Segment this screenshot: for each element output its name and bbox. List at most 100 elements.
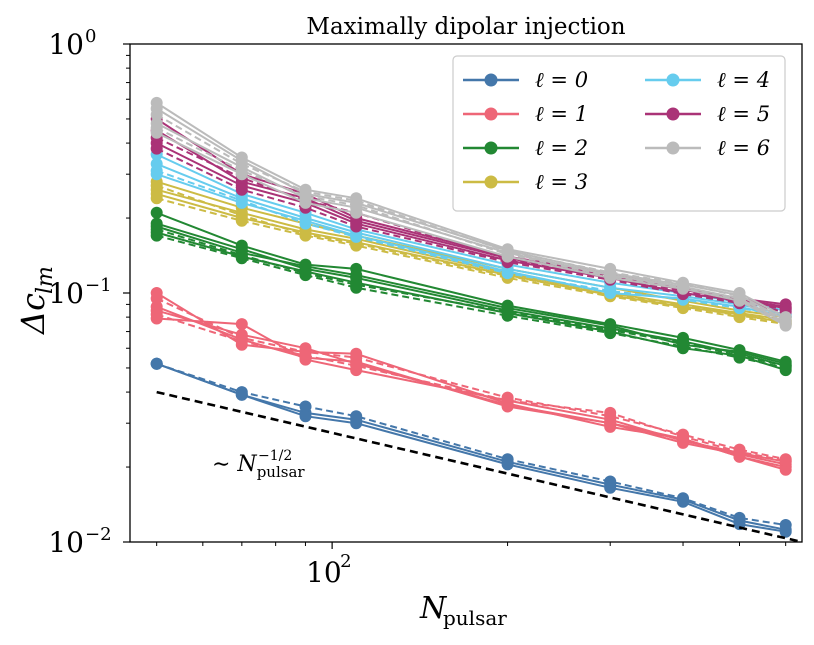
legend-item-l4: ℓ = 4 xyxy=(645,68,770,92)
series-l0-point xyxy=(677,492,689,505)
legend-label: ℓ = 0 xyxy=(535,68,588,92)
series-l5-point xyxy=(150,142,163,155)
series-l2-point xyxy=(779,359,792,372)
series-l6-point xyxy=(299,190,312,203)
series-l1 xyxy=(150,287,792,476)
series-l0-point xyxy=(604,475,617,488)
series-l1-point xyxy=(350,351,363,364)
legend-label: ℓ = 1 xyxy=(535,102,588,126)
y-axis-label: Δc lm xyxy=(14,266,58,336)
x-axis-label: N pulsar xyxy=(419,591,507,630)
series-layer xyxy=(150,96,792,538)
series-l1-point xyxy=(779,454,792,467)
series-l1-point xyxy=(150,292,163,305)
chart-title: Maximally dipolar injection xyxy=(306,14,625,40)
legend-swatch-marker xyxy=(666,73,680,87)
x-tick-exponent: 2 xyxy=(340,551,351,572)
series-l4-point xyxy=(235,194,248,207)
reference-line-layer xyxy=(156,390,803,544)
legend-frame xyxy=(452,55,786,212)
legend-item-l1: ℓ = 1 xyxy=(463,102,588,126)
series-l0-point xyxy=(150,357,163,370)
series-l3-point xyxy=(150,179,163,192)
series-l6-point xyxy=(779,318,792,331)
series-l1-point xyxy=(235,335,248,348)
series-l6-point xyxy=(501,248,514,261)
series-l1-point xyxy=(604,406,617,419)
series-l0-point xyxy=(501,453,514,466)
series-l0-point xyxy=(779,519,792,531)
legend: ℓ = 0 ℓ = 1 ℓ = 2 ℓ = 3 ℓ = 4 ℓ = 5 ℓ = 6 xyxy=(452,55,786,212)
series-l5-line-4 xyxy=(156,147,786,313)
series-l3-point xyxy=(299,228,312,241)
series-l1-point xyxy=(677,430,689,443)
legend-label: ℓ = 4 xyxy=(717,68,770,92)
series-l0-point xyxy=(350,410,363,423)
series-l6-point xyxy=(677,281,689,294)
svg-text:Δc: Δc xyxy=(14,293,52,336)
series-l1-line-5 xyxy=(156,313,786,462)
ref-label-sub: pulsar xyxy=(257,463,306,481)
series-l2-point xyxy=(350,269,363,282)
series-l1-point xyxy=(299,349,312,362)
legend-label: ℓ = 5 xyxy=(717,102,770,126)
series-l2-line-4 xyxy=(156,234,786,369)
legend-item-l0: ℓ = 0 xyxy=(463,68,588,92)
ref-label-prefix: ∼ N xyxy=(212,452,257,477)
legend-item-l5: ℓ = 5 xyxy=(645,102,770,126)
series-l2-point xyxy=(150,206,163,219)
series-l0-point xyxy=(299,400,312,413)
series-l2-point xyxy=(677,337,689,349)
legend-swatch-marker xyxy=(484,141,498,155)
legend-swatch-marker xyxy=(666,141,680,155)
series-l0 xyxy=(150,357,792,538)
series-l2-point xyxy=(501,305,514,318)
series-l2-point xyxy=(604,324,617,336)
series-l2 xyxy=(150,206,792,377)
svg-text:lm: lm xyxy=(33,266,58,294)
series-l2-point xyxy=(350,278,363,291)
series-l4-point xyxy=(350,230,363,243)
reference-line-label: ∼ Npulsar −1/2 xyxy=(212,448,305,481)
series-l6-point xyxy=(604,270,617,282)
y-tick-label: 10 xyxy=(48,28,84,61)
legend-item-l6: ℓ = 6 xyxy=(645,136,770,160)
series-l6-point xyxy=(350,199,363,212)
legend-swatch-marker xyxy=(666,107,680,121)
series-l3-point xyxy=(235,209,248,222)
legend-label: ℓ = 6 xyxy=(717,136,770,160)
series-l2-point xyxy=(733,349,746,362)
legend-label: ℓ = 3 xyxy=(535,170,588,194)
series-l0-point xyxy=(733,511,746,524)
x-axis-label-sub: pulsar xyxy=(443,606,507,630)
legend-label: ℓ = 2 xyxy=(535,136,588,160)
y-tick-label: 10 xyxy=(48,277,84,310)
series-l6-point xyxy=(150,122,163,134)
x-tick-label: 10 xyxy=(306,556,342,589)
series-l6-point xyxy=(733,293,746,306)
series-l2-line-5 xyxy=(156,228,786,367)
y-tick-exponent: −1 xyxy=(85,275,112,296)
series-l3-point xyxy=(150,192,163,205)
series-l4-point xyxy=(299,217,312,230)
legend-swatch-marker xyxy=(484,73,498,87)
series-l2-point xyxy=(235,249,248,262)
series-l2-point xyxy=(299,267,312,280)
y-tick-exponent: 0 xyxy=(85,26,96,47)
y-tick-label: 10 xyxy=(48,526,84,559)
series-l1-point xyxy=(779,463,792,476)
y-tick-exponent: −2 xyxy=(85,524,112,545)
reference-line xyxy=(156,390,803,544)
series-l4-point xyxy=(604,284,617,297)
ref-label-sup: −1/2 xyxy=(258,448,292,464)
legend-item-l3: ℓ = 3 xyxy=(463,170,588,194)
svg-text:∼ Npulsar: ∼ Npulsar xyxy=(212,452,305,481)
series-l0-point xyxy=(235,386,248,399)
series-l1-point xyxy=(501,394,514,407)
svg-text:N: N xyxy=(419,591,448,626)
series-l5-line-3 xyxy=(156,136,786,311)
series-l6 xyxy=(150,96,792,332)
series-l6-point xyxy=(150,108,163,121)
